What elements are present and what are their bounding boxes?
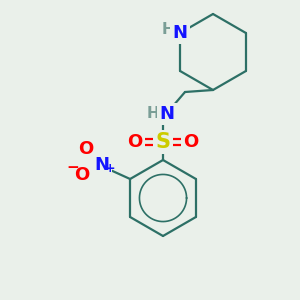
- Text: O: O: [128, 133, 142, 151]
- Text: O: O: [74, 166, 90, 184]
- Text: S: S: [155, 132, 170, 152]
- Text: N: N: [172, 24, 188, 42]
- Text: H: H: [162, 22, 175, 38]
- Text: +: +: [105, 163, 116, 176]
- Text: O: O: [79, 140, 94, 158]
- Text: N: N: [160, 105, 175, 123]
- Text: H: H: [147, 106, 159, 122]
- Text: −: −: [67, 160, 80, 175]
- Text: N: N: [94, 156, 110, 174]
- Text: O: O: [183, 133, 199, 151]
